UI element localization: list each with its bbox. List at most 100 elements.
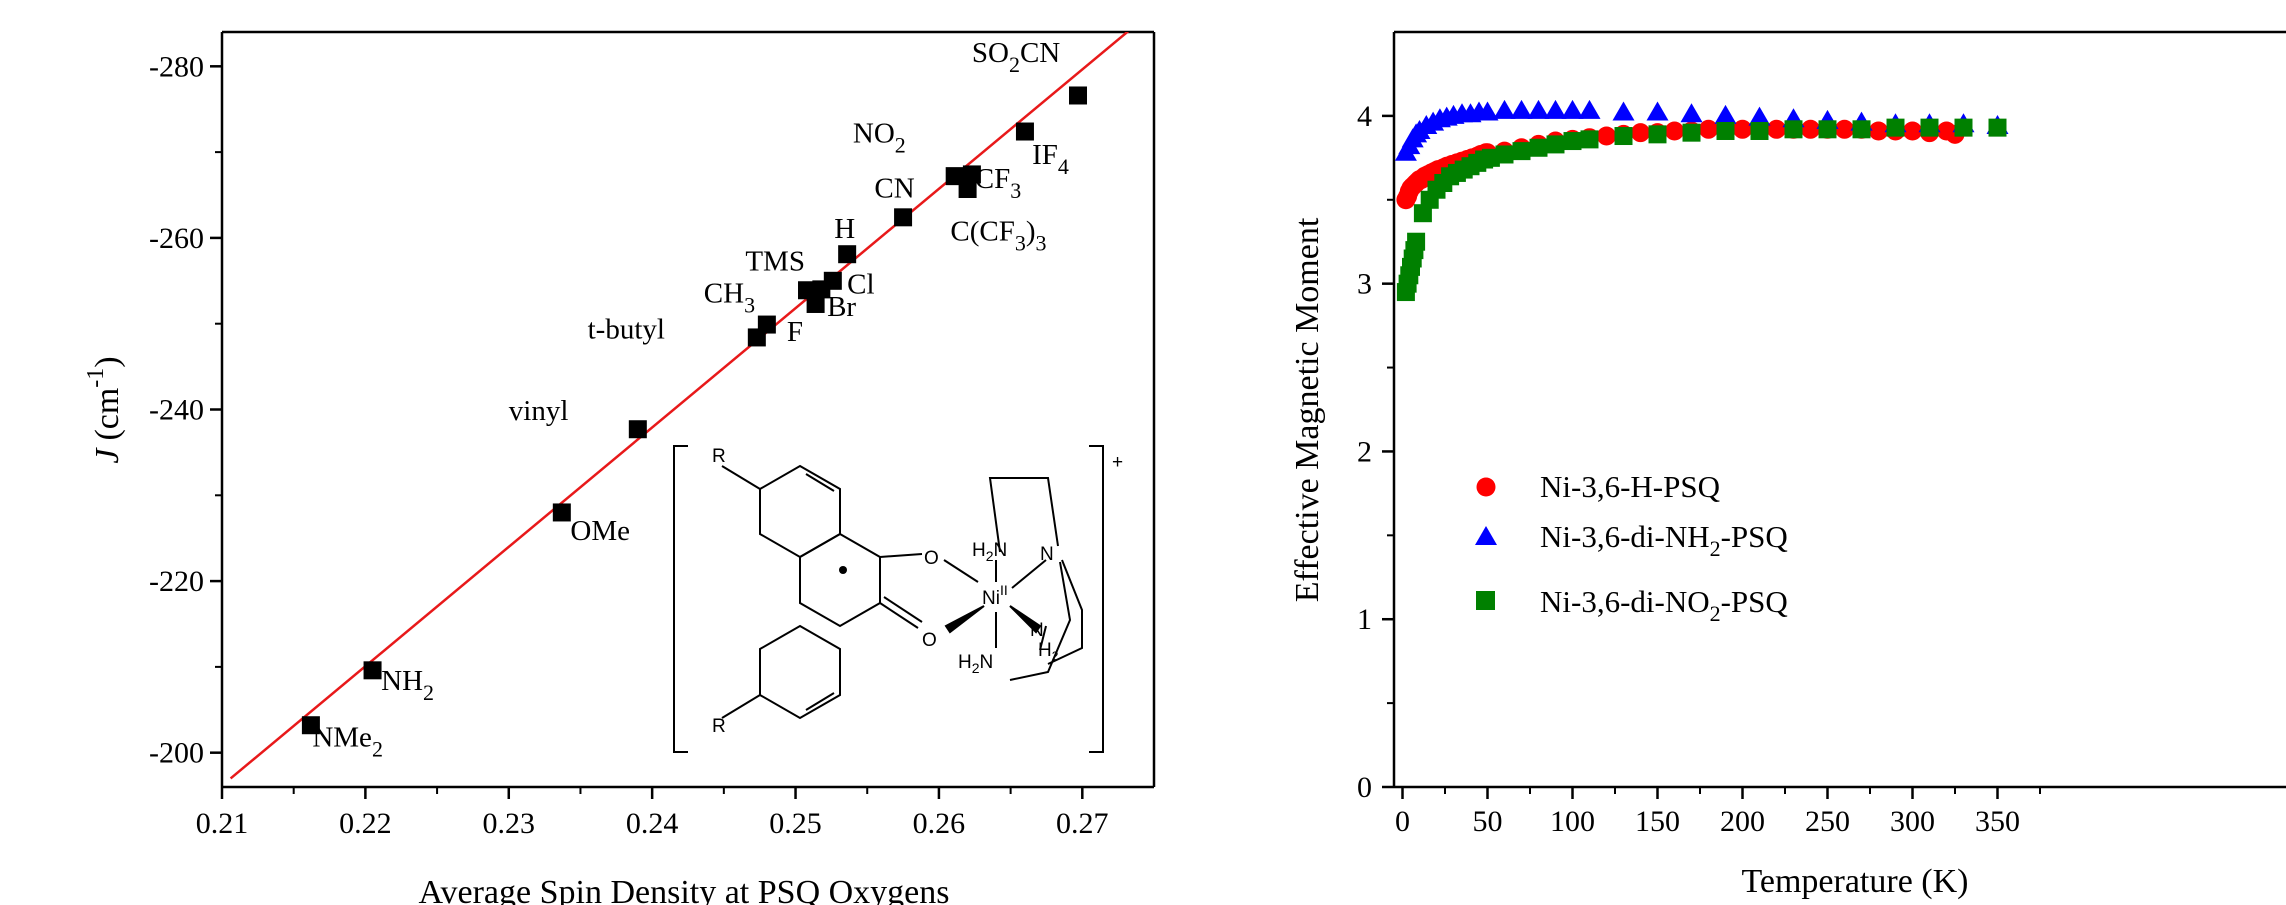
left-y-tick-label-3: -260 xyxy=(149,222,204,255)
left-point-3 xyxy=(628,420,647,439)
left-point-label-1-sub: 2 xyxy=(423,680,434,705)
right-series-1-point-19 xyxy=(1578,99,1601,119)
inset-label-n-top: N xyxy=(994,540,1008,561)
left-point-label-2-text: OMe xyxy=(570,515,630,547)
inset-ring-top xyxy=(759,464,841,559)
legend-marker-h xyxy=(1476,477,1496,497)
chart-left-axes xyxy=(220,30,1156,789)
left-point-13 xyxy=(958,180,977,199)
legend-marker-no2 xyxy=(1476,591,1495,610)
left-point-label-2: OMe xyxy=(570,515,630,547)
right-series-1-point-14 xyxy=(1493,99,1516,119)
right-series-0-point-73 xyxy=(1903,121,1922,141)
left-point-label-10-text: H xyxy=(834,213,855,245)
chart-right-axes xyxy=(1392,30,2286,789)
left-y-label-symbol: J xyxy=(89,447,126,464)
inset-label-charge: + xyxy=(1112,452,1123,473)
left-y-tick-label-4: -280 xyxy=(149,50,204,83)
left-x-tick-label-6: 0.27 xyxy=(1056,807,1109,840)
right-y-tick-label-2: 2 xyxy=(1357,435,1372,468)
inset-right-bracket xyxy=(1089,445,1104,753)
left-point-label-4: t-butyl xyxy=(588,313,665,345)
left-point-label-8: Br xyxy=(827,291,856,323)
right-series-2-point-17 xyxy=(1481,148,1500,167)
inset-label-h-lower-sub: 2 xyxy=(1052,649,1059,663)
right-y-tick-label-4: 4 xyxy=(1357,100,1372,133)
legend: Ni-3,6-H-PSQ Ni-3,6-di-NH2-PSQ Ni-3,6-di… xyxy=(1475,469,1788,626)
inset-label-h-bottom-sub: 2 xyxy=(972,660,980,676)
right-x-tick-label-7: 350 xyxy=(1975,805,2020,838)
inset-label-n-lower: N xyxy=(1030,620,1044,641)
inset-radical-dot xyxy=(839,566,847,574)
inset-label-h2-top: H xyxy=(972,540,986,561)
left-point-9 xyxy=(823,271,842,290)
inset-label-n-right: N xyxy=(1040,544,1054,565)
legend-label-nh2-tail: -PSQ xyxy=(1721,519,1788,554)
inset-double-bond-bottom xyxy=(805,692,835,711)
right-series-2-point-29 xyxy=(1784,120,1803,139)
left-x-axis-label: Average Spin Density at PSQ Oxygens xyxy=(418,874,949,905)
right-series-1-point-17 xyxy=(1544,99,1567,119)
inset-ring-bottom xyxy=(759,624,841,720)
left-x-tick-label-5: 0.26 xyxy=(913,807,966,840)
legend-label-h: Ni-3,6-H-PSQ xyxy=(1540,469,1720,504)
left-x-tick-label-1: 0.22 xyxy=(339,807,392,840)
right-series-1-point-23 xyxy=(1714,104,1737,124)
left-y-tick-label-0: -200 xyxy=(149,737,204,770)
left-point-label-14: C(CF3)3 xyxy=(950,215,1046,255)
left-point-label-7: TMS xyxy=(745,246,805,278)
inset-label-h2-top-sub: 2 xyxy=(986,548,994,564)
right-series-1-point-24 xyxy=(1748,106,1771,126)
right-series-2-point-26 xyxy=(1682,123,1701,142)
inset-chelate-lower xyxy=(1009,561,1072,681)
left-point-label-3-text: vinyl xyxy=(509,395,569,427)
right-data-points xyxy=(1394,99,2009,302)
inset-label-ni-ox: II xyxy=(1000,582,1008,598)
left-point-label-14-sub: 3 xyxy=(1015,230,1026,255)
right-series-2-point-28 xyxy=(1750,121,1769,140)
left-point-5 xyxy=(757,315,776,334)
left-point-label-13: CF3 xyxy=(975,163,1021,203)
right-series-2-point-22 xyxy=(1563,132,1582,151)
right-series-2-point-23 xyxy=(1580,130,1599,149)
legend-marker-nh2 xyxy=(1475,526,1497,545)
left-point-label-15: IF4 xyxy=(1032,139,1069,179)
structure-inset-labels: R R O O H2N N NiII N H2 H2N + xyxy=(712,446,1123,737)
right-x-tick-label-5: 250 xyxy=(1805,805,1850,838)
legend-label-no2: Ni-3,6-di-NO2-PSQ xyxy=(1540,584,1788,626)
left-point-14 xyxy=(962,165,981,184)
left-point-label-14-tail: ) xyxy=(1026,215,1036,247)
left-point-0 xyxy=(301,716,320,735)
legend-label-nh2: Ni-3,6-di-NH2-PSQ xyxy=(1540,519,1788,561)
right-series-0-point-59 xyxy=(1665,121,1684,141)
left-data-points xyxy=(301,86,1088,735)
right-series-1-point-15 xyxy=(1510,99,1533,119)
left-y-label-close: ) xyxy=(89,356,126,367)
left-point-label-16: SO2CN xyxy=(972,37,1060,77)
right-x-tick-label-2: 100 xyxy=(1550,805,1595,838)
right-series-2-point-18 xyxy=(1495,145,1514,164)
inset-ring-middle xyxy=(799,532,881,628)
inset-bond-co-top xyxy=(879,553,923,558)
right-series-0-point-57 xyxy=(1631,123,1650,143)
right-series-1-point-18 xyxy=(1561,99,1584,119)
chart-left: 0.21 0.22 0.23 0.24 0.25 0.26 0.27 -200 -220 -240… xyxy=(83,30,1156,905)
inset-bond-r1 xyxy=(721,465,761,490)
left-point-label-0-sub: 2 xyxy=(372,737,383,762)
left-point-1 xyxy=(363,661,382,680)
left-x-tick-label-2: 0.23 xyxy=(483,807,536,840)
left-y-label-unit: (cm xyxy=(89,388,126,441)
left-point-label-12-text: NO xyxy=(853,118,895,150)
left-point-label-13-text: CF xyxy=(975,163,1010,195)
inset-bond-o-ni xyxy=(943,559,979,583)
inset-bond-ni-n-right xyxy=(1011,559,1047,589)
left-point-label-6-sub: 3 xyxy=(744,292,755,317)
left-point-10 xyxy=(838,245,857,264)
structure-inset xyxy=(673,445,1104,753)
right-series-2-point-25 xyxy=(1648,125,1667,144)
legend-label-nh2-sub: 2 xyxy=(1710,536,1721,561)
left-point-label-8-text: Br xyxy=(827,291,856,323)
inset-label-ni-symbol: Ni xyxy=(982,588,1000,609)
right-series-0-point-63 xyxy=(1733,119,1752,139)
left-point-label-14-sub2: 3 xyxy=(1036,230,1047,255)
